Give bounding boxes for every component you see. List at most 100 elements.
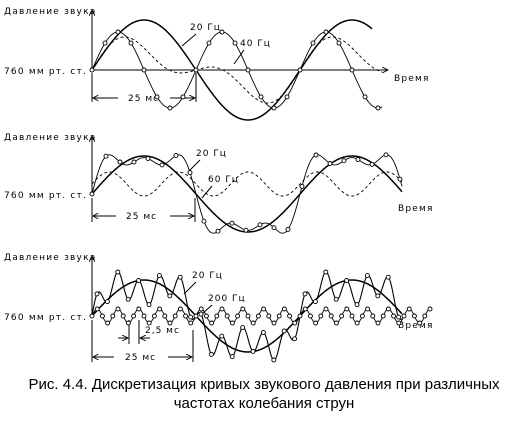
panel-3-sample-point — [177, 306, 183, 312]
panel-3-curve-20hz — [91, 279, 403, 353]
panel-3-composite-sample-point — [146, 302, 152, 308]
panel-3-composite-sample-point — [177, 274, 183, 280]
panel-3-composite-sample-point — [312, 299, 318, 305]
panel-2-sample-point — [397, 176, 403, 182]
panel-1-sample-point — [258, 94, 264, 100]
panel-2-freq-label-20: 20 Гц — [196, 149, 227, 159]
panel-3-sample-point — [99, 313, 105, 319]
panel-2-sample-point — [299, 183, 305, 189]
panel-1-leader-40 — [233, 49, 245, 65]
panel-1-freq-label-20: 20 Гц — [190, 23, 221, 33]
panel-3-composite-sample-point — [156, 273, 162, 279]
panel-3-composite-sample-point — [354, 302, 360, 308]
panel-3-sample-point — [385, 306, 391, 312]
caption-line-2: частотах колебания струн — [174, 395, 355, 412]
panel-3-sample-point — [411, 313, 417, 319]
panel-3-composite-sample-point — [385, 274, 391, 280]
panel-3-sample-point — [188, 320, 194, 326]
panel-3-sample-point — [203, 313, 209, 319]
panel-3-sample-point — [349, 313, 355, 319]
panel-3-sample-point — [401, 313, 407, 319]
panel-3-sample-point — [89, 313, 95, 319]
panel-3: Давление звука 760 мм рт. ст. Время 2,5 … — [4, 253, 434, 363]
panel-3-baseline-label: 760 мм рт. ст. — [4, 313, 87, 323]
panel-3-sample-point — [151, 313, 157, 319]
panel-2-interval-label: 25 мс — [126, 212, 157, 222]
panel-2-sample-point — [341, 158, 347, 164]
panel-3-sample-point — [193, 313, 199, 319]
panel-3-sample-points — [89, 269, 433, 363]
panel-2-sample-point — [243, 227, 249, 233]
panel-3-composite-sample-point — [104, 299, 110, 305]
panel-2-leader-20 — [187, 159, 201, 173]
panel-2-sample-point — [355, 157, 361, 162]
panel-3-sample-point — [328, 313, 334, 319]
panel-2-sample-point — [187, 170, 193, 176]
panel-1-sample-point — [219, 29, 225, 35]
panel-2-sample-point — [89, 191, 95, 197]
panel-3-sample-point — [214, 313, 220, 319]
panel-3-sample-point — [302, 306, 308, 312]
panel-3-sample-point — [229, 320, 235, 326]
panel-1-curve-20hz — [91, 19, 373, 121]
panel-1-leader-20 — [181, 33, 197, 47]
panel-3-sample-point — [417, 320, 423, 326]
panel-3-sample-point — [271, 320, 277, 326]
panel-1: Давление звука 760 мм рт. ст. Время 25 м… — [4, 7, 428, 121]
panel-3-sample-point — [94, 306, 100, 312]
panel-3-leader-200 — [201, 304, 213, 315]
panel-3-composite-sample-point — [375, 293, 381, 299]
panel-2-sample-point — [201, 218, 207, 224]
panel-1-sample-point — [271, 105, 277, 111]
panel-1-curve-harmonic — [91, 36, 383, 104]
panel-1-freq-label-40: 40 Гц — [240, 39, 271, 49]
panel-2-sample-point — [327, 161, 333, 166]
panel-1-sample-point — [141, 67, 147, 73]
panel-1-sample-point — [206, 40, 212, 46]
panel-2-sample-point — [229, 220, 235, 226]
panel-3-composite-sample-point — [208, 351, 214, 357]
panel-3-xlabel: Время — [398, 321, 434, 331]
panel-3-composite-sample-point — [302, 291, 308, 297]
panel-3-sample-point — [261, 306, 267, 312]
panel-1-sample-point — [89, 67, 95, 73]
panel-2-sample-point — [131, 159, 137, 165]
panel-3-composite-sample-point — [136, 278, 142, 283]
panel-3-sample-point — [219, 306, 225, 312]
panel-3-sample-point — [391, 313, 397, 319]
panel-2-freq-label-60: 60 Гц — [208, 175, 239, 185]
panel-1-curve-40hz — [91, 31, 383, 109]
panel-1-sample-point — [232, 40, 238, 46]
panel-3-sample-point — [209, 320, 215, 326]
panel-2-sample-point — [383, 152, 389, 158]
panel-3-sample-point — [313, 320, 319, 326]
panel-1-sample-point — [284, 94, 290, 100]
panel-3-sample-point — [333, 320, 339, 326]
panel-3-sample-point — [141, 313, 147, 319]
panel-3-sample-point — [240, 306, 246, 312]
panel-3-composite-sample-point — [198, 311, 204, 317]
panel-1-sample-point — [128, 40, 134, 46]
panel-3-composite-sample-point — [94, 291, 100, 297]
panel-3-sample-point — [250, 320, 256, 326]
panel-2: Давление звука 760 мм рт. ст. Время 25 м… — [4, 133, 432, 234]
panel-3-sample-point — [365, 306, 371, 312]
panel-3-composite-sample-point — [188, 314, 194, 320]
panel-3-sample-point — [276, 313, 282, 319]
panel-3-sample-point — [297, 313, 303, 319]
panel-1-sample-point — [193, 67, 199, 73]
panel-2-sample-point — [117, 159, 123, 165]
panel-3-sample-point — [255, 313, 261, 319]
panel-2-curve-harmonic — [91, 171, 403, 197]
panel-2-sample-point — [285, 226, 291, 232]
panel-3-freq-label-20: 20 Гц — [192, 271, 223, 281]
panel-3-composite-sample-point — [260, 329, 266, 335]
panel-3-composite-sample-point — [125, 296, 131, 302]
panel-3-sample-point — [125, 320, 131, 326]
panel-3-sample-point — [266, 313, 272, 319]
panel-2-sample-points — [89, 152, 403, 234]
panel-3-sample-point — [380, 313, 386, 319]
panel-3-composite-sample-point — [344, 278, 350, 283]
panel-2-sample-point — [173, 153, 179, 158]
